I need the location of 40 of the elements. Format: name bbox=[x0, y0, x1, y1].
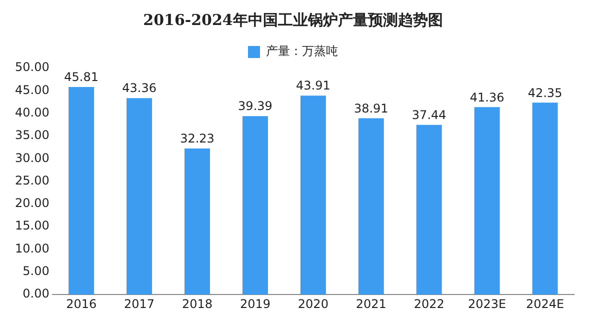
bar bbox=[416, 124, 442, 295]
x-tick-label: 2018 bbox=[182, 296, 213, 311]
y-tick-label: 35.00 bbox=[14, 128, 50, 142]
data-label: 41.36 bbox=[470, 90, 504, 104]
data-label: 42.35 bbox=[528, 86, 562, 100]
legend-label: 产量：万蒸吨 bbox=[266, 44, 338, 58]
y-tick-label: 10.00 bbox=[14, 241, 50, 256]
y-tick-label: 0.00 bbox=[22, 286, 50, 301]
x-tick-label: 2022 bbox=[414, 296, 444, 311]
y-tick-label: 25.00 bbox=[14, 173, 50, 188]
data-label: 43.91 bbox=[296, 78, 330, 93]
y-tick-label: 30.00 bbox=[14, 150, 50, 165]
x-tick-label: 2021 bbox=[356, 296, 386, 311]
bar bbox=[242, 116, 268, 295]
bar bbox=[532, 102, 558, 295]
data-label: 43.36 bbox=[122, 81, 156, 96]
data-label: 45.81 bbox=[64, 70, 99, 84]
data-label: 37.44 bbox=[412, 108, 446, 122]
y-tick-label: 5.00 bbox=[22, 264, 50, 278]
x-tick-label: 2024E bbox=[526, 296, 564, 311]
y-tick-label: 15.00 bbox=[14, 218, 50, 233]
bar bbox=[474, 107, 500, 295]
x-tick-label: 2020 bbox=[298, 296, 328, 311]
bar bbox=[68, 86, 94, 295]
y-tick-label: 45.00 bbox=[14, 82, 50, 97]
data-label: 32.23 bbox=[180, 132, 214, 146]
data-label: 39.39 bbox=[238, 99, 272, 114]
x-tick-label: 2023E bbox=[468, 296, 506, 311]
y-tick-label: 20.00 bbox=[14, 196, 50, 210]
x-tick-label: 2019 bbox=[240, 296, 270, 311]
x-tick-label: 2017 bbox=[124, 296, 155, 311]
data-label: 38.91 bbox=[354, 101, 388, 116]
bar bbox=[300, 96, 326, 295]
bar bbox=[358, 118, 384, 295]
bar bbox=[184, 148, 210, 295]
bar bbox=[126, 98, 152, 295]
chart-title: 2016-2024年中国工业锅炉产量预测趋势图 bbox=[143, 10, 443, 29]
y-tick-label: 40.00 bbox=[14, 105, 50, 120]
y-tick-label: 50.00 bbox=[14, 60, 50, 74]
x-tick-label: 2016 bbox=[66, 296, 97, 311]
